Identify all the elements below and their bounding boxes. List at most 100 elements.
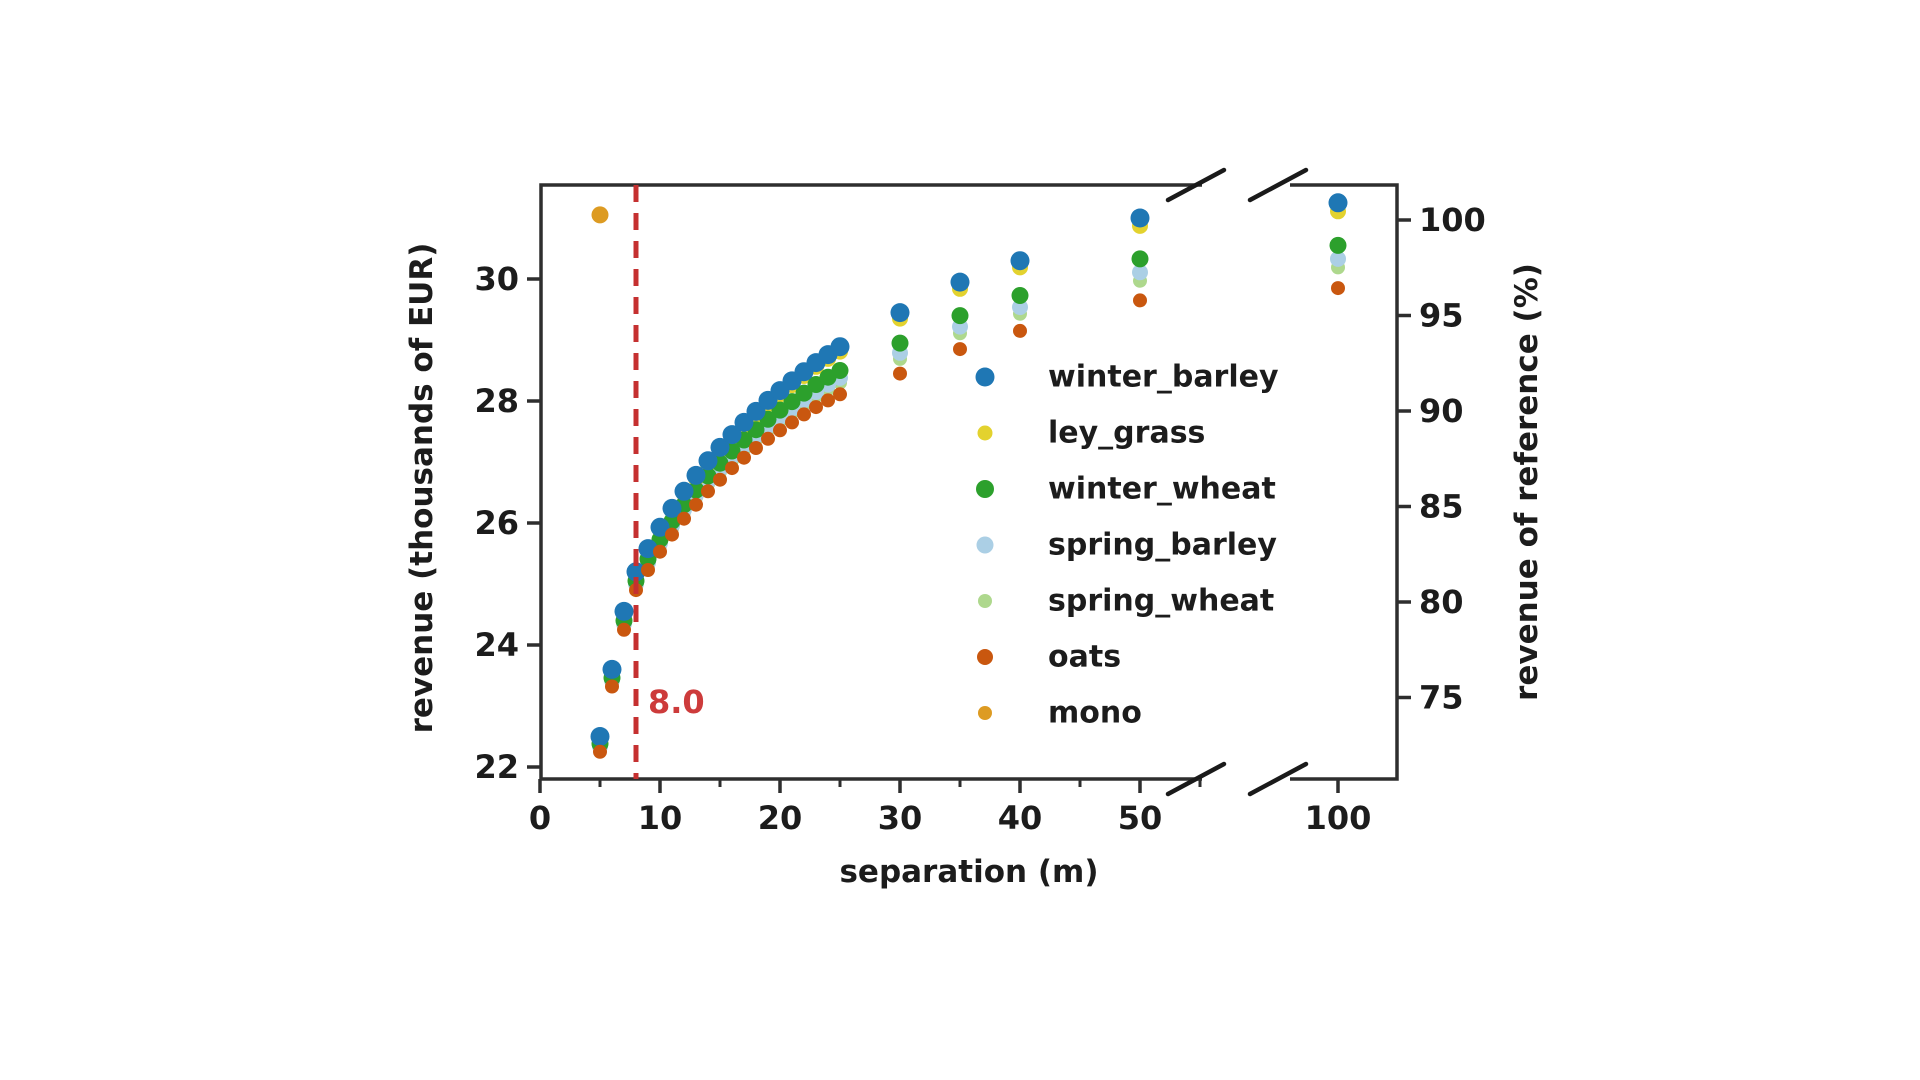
series-oats <box>593 281 1345 759</box>
legend-marker-spring_wheat <box>978 594 992 608</box>
data-point-oats <box>749 441 763 455</box>
data-point-winter_barley <box>662 498 682 518</box>
data-point-winter_barley <box>674 481 694 501</box>
data-points <box>590 193 1348 759</box>
series-winter_barley <box>590 193 1348 746</box>
legend-label-winter_wheat: winter_wheat <box>1048 472 1276 507</box>
data-point-winter_barley <box>602 659 622 679</box>
data-point-winter_wheat <box>1329 236 1347 254</box>
data-point-winter_wheat <box>783 393 801 411</box>
data-point-oats <box>605 679 619 694</box>
data-point-winter_barley <box>1130 208 1150 228</box>
data-point-oats <box>641 563 655 577</box>
axis-break-slash <box>1165 761 1227 797</box>
data-point-oats <box>689 497 703 512</box>
data-point-winter_barley <box>1328 193 1348 213</box>
legend: winter_barley ley_grass winter_wheatspring… <box>975 360 1279 731</box>
legend-item-ley_grass: ley_grass <box>977 416 1205 451</box>
axes-frame <box>539 167 1399 797</box>
data-point-oats <box>1133 293 1147 308</box>
data-point-winter_barley <box>698 451 718 471</box>
x-axis-tick-label: 10 <box>638 799 683 837</box>
data-point-oats <box>737 450 751 465</box>
x-axis-tick-label: 30 <box>878 799 923 837</box>
axes-frame-right-segment <box>1290 183 1399 781</box>
legend-marker-spring_barley <box>976 536 994 554</box>
data-point-spring_barley <box>1012 299 1028 316</box>
legend-marker-winter_wheat <box>976 480 994 498</box>
y-axis-left: 22 24 26 28 30 revenue (thousands of EUR) <box>404 243 541 786</box>
legend-marker-winter_barley <box>975 367 995 387</box>
y-left-tick-label: 26 <box>474 504 519 542</box>
data-point-oats <box>761 431 775 446</box>
data-point-winter_barley <box>638 539 658 559</box>
x-axis-tick-label: 0 <box>529 799 551 837</box>
y-left-tick-label: 22 <box>474 748 519 786</box>
data-point-oats <box>1013 323 1027 338</box>
y-right-tick-label: 100 <box>1419 201 1486 239</box>
data-point-winter_barley <box>1010 251 1030 271</box>
vline-group: 8.0 <box>633 185 705 779</box>
data-point-oats <box>617 622 631 637</box>
data-point-oats <box>665 527 679 542</box>
data-point-winter_wheat <box>891 334 909 352</box>
data-point-winter_barley <box>746 401 766 421</box>
y-axis-right: 75 80 85 90 95 100 revenue of reference (%) <box>1397 201 1545 717</box>
data-point-oats <box>701 484 715 499</box>
y-right-axis-label: revenue of reference (%) <box>1509 263 1545 701</box>
data-point-oats <box>809 400 823 415</box>
legend-item-winter_barley: winter_barley <box>975 360 1279 395</box>
x-axis-tick-label: 40 <box>998 799 1043 837</box>
data-point-oats <box>653 544 667 559</box>
series-mono <box>591 206 609 224</box>
axes-frame-left-segment <box>539 183 1202 781</box>
y-left-tick-label: 24 <box>474 626 519 664</box>
y-right-tick-label: 75 <box>1419 679 1464 717</box>
axis-break-slash <box>1247 761 1309 797</box>
data-point-winter_barley <box>830 337 850 357</box>
legend-label-ley_grass: ley_grass <box>1048 416 1205 451</box>
y-right-tick-label: 85 <box>1419 488 1464 526</box>
x-axis: 0 10 20 30 40 50 100 separation (m) <box>529 779 1372 890</box>
y-left-tick-label: 28 <box>474 382 519 420</box>
data-point-winter_barley <box>890 303 910 323</box>
data-point-oats <box>713 472 727 487</box>
x-axis-tick-label: 100 <box>1305 799 1372 837</box>
y-left-axis-label: revenue (thousands of EUR) <box>404 243 440 734</box>
data-point-oats <box>821 393 835 408</box>
data-point-spring_barley <box>1330 250 1346 267</box>
axis-break-slash <box>1247 167 1309 203</box>
x-axis-tick-label: 20 <box>758 799 803 837</box>
data-point-oats <box>953 342 967 357</box>
data-point-oats <box>785 415 799 430</box>
axis-break-slash <box>1165 167 1227 203</box>
data-point-oats <box>773 423 787 438</box>
x-axis-tick-label: 50 <box>1118 799 1163 837</box>
y-right-tick-label: 95 <box>1419 297 1464 335</box>
y-right-tick-label: 90 <box>1419 392 1464 430</box>
legend-item-winter_wheat: winter_wheat <box>976 472 1276 507</box>
data-point-oats <box>593 744 607 759</box>
data-point-oats <box>797 407 811 422</box>
data-point-winter_barley <box>614 601 634 621</box>
data-point-winter_wheat <box>831 362 849 379</box>
y-right-tick-label: 80 <box>1419 583 1464 621</box>
legend-item-spring_wheat: spring_wheat <box>978 584 1274 619</box>
data-point-mono <box>591 206 609 224</box>
legend-label-spring_wheat: spring_wheat <box>1048 584 1274 619</box>
data-point-winter_wheat <box>795 384 813 402</box>
data-point-spring_barley <box>1132 264 1148 281</box>
data-point-oats <box>833 387 847 402</box>
data-point-winter_wheat <box>951 307 969 325</box>
data-point-winter_barley <box>950 272 970 292</box>
legend-marker-mono <box>978 706 992 720</box>
legend-marker-oats <box>977 649 993 665</box>
data-point-winter_barley <box>722 425 742 445</box>
data-point-winter_wheat <box>1011 287 1029 304</box>
data-point-winter_barley <box>590 727 610 746</box>
data-point-oats <box>677 511 691 526</box>
legend-label-oats: oats <box>1048 640 1121 675</box>
series-spring_wheat <box>593 260 1345 756</box>
data-point-winter_barley <box>686 465 706 485</box>
